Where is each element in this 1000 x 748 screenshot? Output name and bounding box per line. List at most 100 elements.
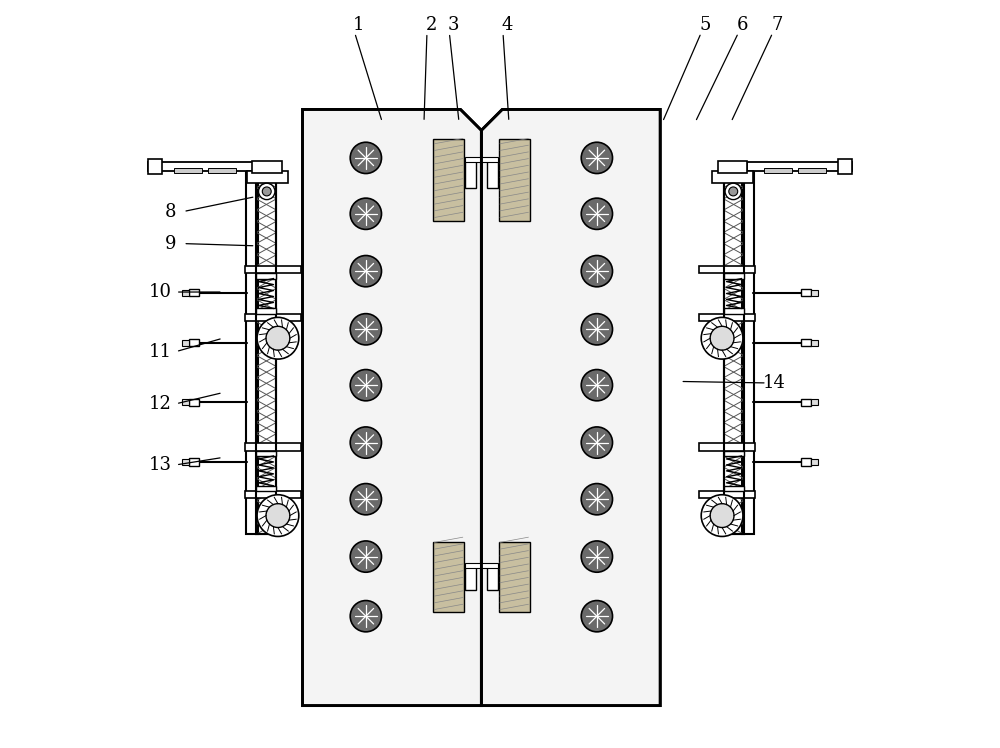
Bar	[499, 139, 530, 221]
Bar	[148, 162, 253, 171]
Circle shape	[581, 427, 613, 459]
Bar	[174, 168, 202, 173]
Bar	[465, 159, 476, 188]
Text: 6: 6	[736, 16, 748, 34]
Circle shape	[710, 326, 734, 350]
Bar	[245, 444, 301, 451]
Circle shape	[266, 503, 290, 527]
Bar	[724, 451, 744, 456]
Circle shape	[350, 541, 382, 572]
Text: 9: 9	[165, 235, 176, 253]
Circle shape	[266, 326, 290, 350]
Circle shape	[350, 483, 382, 515]
Circle shape	[729, 187, 738, 196]
Bar	[256, 451, 276, 456]
Text: 11: 11	[149, 343, 172, 361]
Bar	[246, 169, 258, 534]
Bar	[465, 563, 498, 568]
Circle shape	[581, 483, 613, 515]
Polygon shape	[303, 109, 481, 705]
Bar	[247, 171, 288, 183]
Circle shape	[350, 370, 382, 401]
Circle shape	[701, 317, 743, 359]
Text: 7: 7	[772, 16, 783, 34]
Bar	[256, 274, 276, 278]
Circle shape	[350, 601, 382, 632]
Bar	[801, 399, 811, 406]
Bar	[747, 162, 852, 171]
Bar	[838, 159, 852, 174]
Bar	[433, 542, 464, 613]
Circle shape	[581, 541, 613, 572]
Bar	[724, 180, 744, 534]
Circle shape	[725, 183, 741, 200]
Bar	[245, 266, 301, 274]
Bar	[189, 339, 199, 346]
Circle shape	[581, 601, 613, 632]
Bar	[465, 157, 498, 162]
Text: 5: 5	[699, 16, 711, 34]
Bar	[487, 159, 498, 188]
Bar	[465, 565, 476, 590]
Text: 12: 12	[149, 395, 172, 413]
Bar	[256, 308, 276, 313]
Bar	[699, 444, 755, 451]
Bar	[189, 399, 199, 406]
Circle shape	[581, 198, 613, 230]
Circle shape	[581, 313, 613, 345]
Text: 3: 3	[448, 16, 460, 34]
Bar	[764, 168, 792, 173]
Circle shape	[262, 187, 271, 196]
Bar	[245, 313, 301, 321]
Bar	[208, 168, 236, 173]
Bar	[798, 168, 826, 173]
Bar	[256, 485, 276, 491]
Bar	[724, 308, 744, 313]
Bar	[801, 459, 811, 466]
Bar	[182, 289, 189, 295]
Bar	[699, 266, 755, 274]
Bar	[148, 159, 162, 174]
Text: 10: 10	[149, 283, 172, 301]
Bar	[256, 180, 276, 534]
Bar	[499, 542, 530, 613]
Text: 13: 13	[149, 456, 172, 474]
Bar	[256, 180, 276, 534]
Bar	[245, 491, 301, 498]
Circle shape	[350, 198, 382, 230]
Text: 14: 14	[763, 374, 786, 392]
Circle shape	[257, 494, 299, 536]
Bar	[252, 161, 282, 173]
Bar	[742, 169, 754, 534]
Circle shape	[710, 503, 734, 527]
Circle shape	[581, 142, 613, 174]
Bar	[801, 289, 811, 296]
Bar	[182, 399, 189, 405]
Circle shape	[581, 370, 613, 401]
Circle shape	[259, 183, 275, 200]
Text: 1: 1	[353, 16, 364, 34]
Bar	[811, 399, 818, 405]
Circle shape	[701, 494, 743, 536]
Circle shape	[350, 427, 382, 459]
Text: 4: 4	[502, 16, 513, 34]
Bar	[724, 485, 744, 491]
Polygon shape	[481, 109, 660, 705]
Bar	[724, 180, 744, 534]
Bar	[433, 139, 464, 221]
Bar	[724, 274, 744, 278]
Bar	[811, 289, 818, 295]
Circle shape	[581, 256, 613, 286]
Bar	[811, 340, 818, 346]
Bar	[699, 491, 755, 498]
Bar	[189, 459, 199, 466]
Bar	[182, 459, 189, 465]
Bar	[718, 161, 747, 173]
Text: 8: 8	[165, 203, 176, 221]
Circle shape	[350, 313, 382, 345]
Bar	[811, 459, 818, 465]
Bar	[699, 313, 755, 321]
Bar	[182, 340, 189, 346]
Circle shape	[257, 317, 299, 359]
Bar	[189, 289, 199, 296]
